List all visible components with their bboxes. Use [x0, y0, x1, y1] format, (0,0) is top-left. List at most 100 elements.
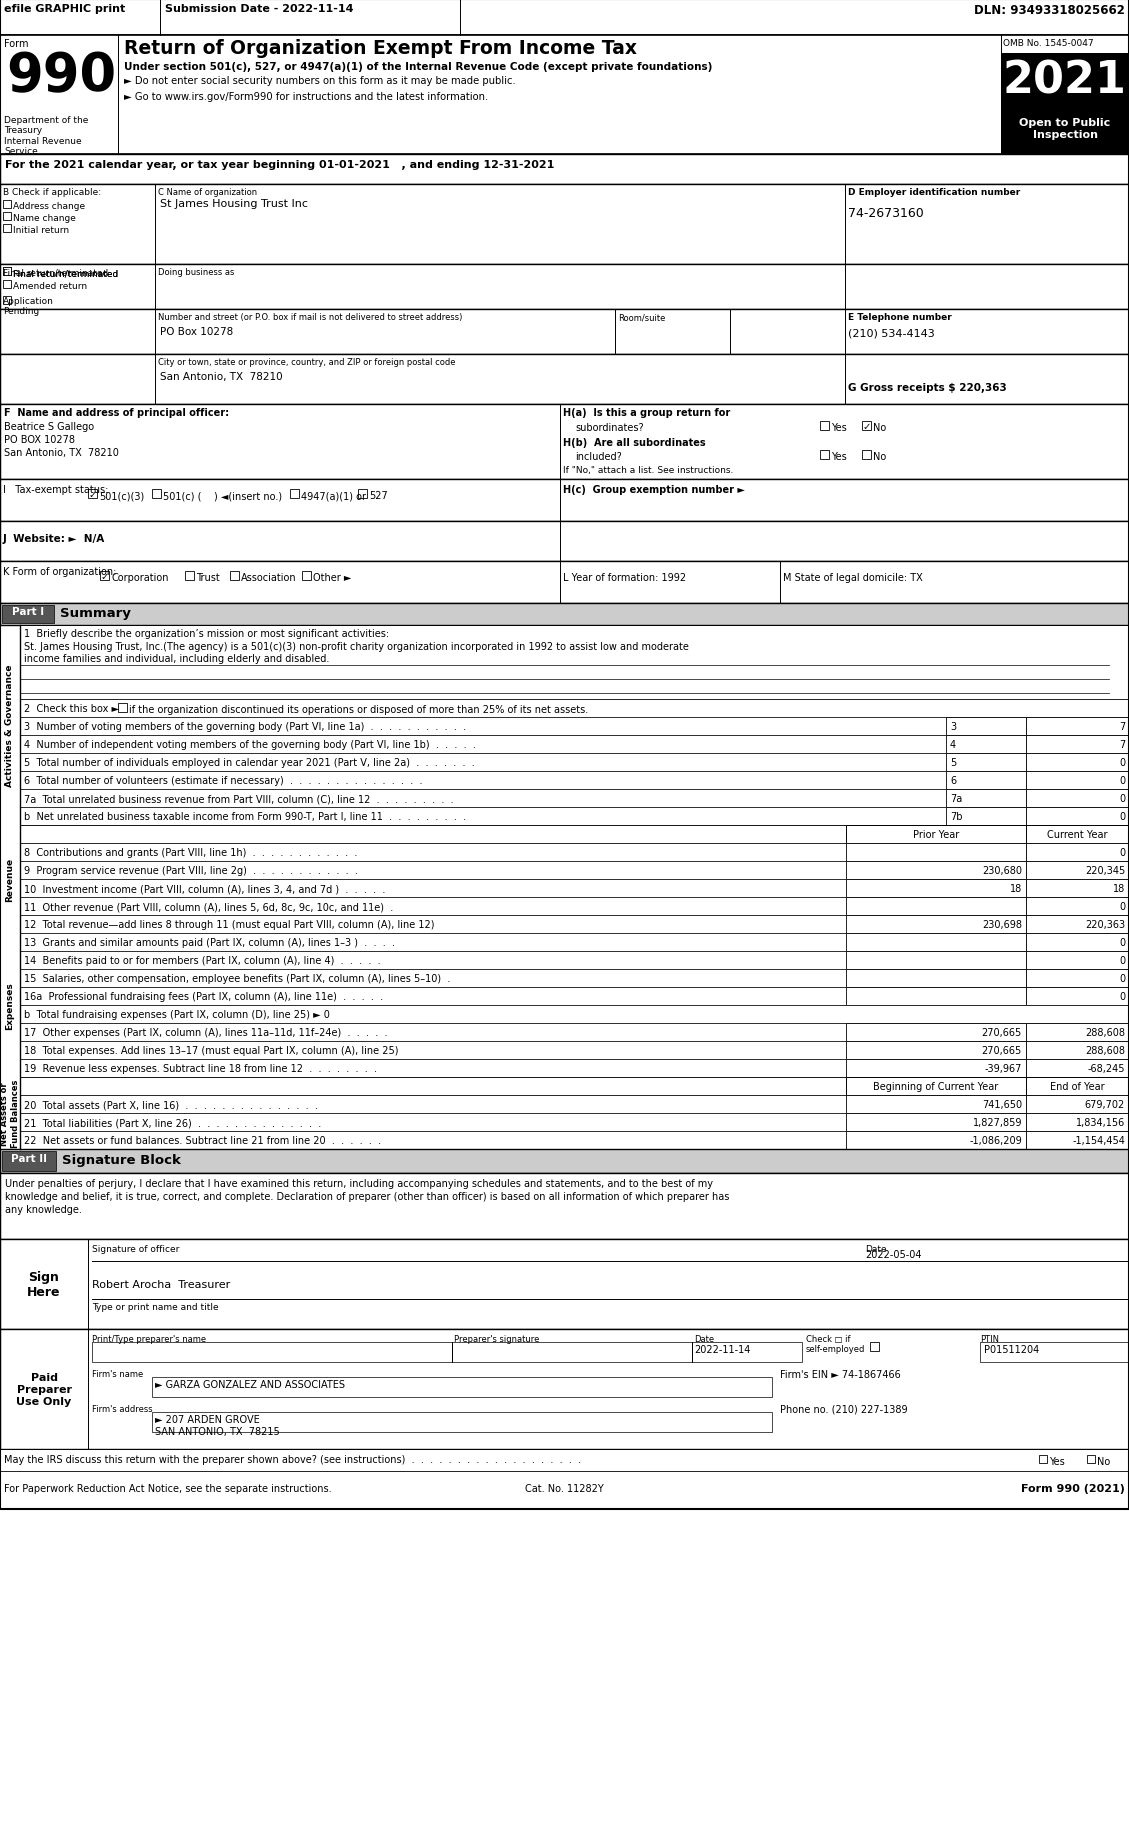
Text: Type or print name and title: Type or print name and title: [91, 1303, 219, 1312]
Text: Firm's EIN ► 74-1867466: Firm's EIN ► 74-1867466: [780, 1369, 901, 1380]
Bar: [820, 450, 829, 459]
Bar: [863, 421, 870, 430]
Text: DLN: 93493318025662: DLN: 93493318025662: [974, 4, 1124, 16]
Text: No: No: [873, 423, 886, 432]
Bar: [846, 970, 1026, 988]
Bar: [0, 37, 1129, 156]
Text: Activities & Governance: Activities & Governance: [6, 664, 15, 787]
Text: 741,650: 741,650: [982, 1100, 1022, 1109]
Text: 0: 0: [1119, 776, 1124, 785]
Text: Sign
Here: Sign Here: [27, 1270, 61, 1297]
Bar: [1026, 1113, 1129, 1131]
Text: May the IRS discuss this return with the preparer shown above? (see instructions: May the IRS discuss this return with the…: [5, 1455, 581, 1464]
Text: Final return/terminated: Final return/terminated: [14, 269, 119, 278]
Text: 5  Total number of individuals employed in calendar year 2021 (Part V, line 2a) : 5 Total number of individuals employed i…: [24, 758, 475, 767]
Bar: [846, 825, 1026, 844]
Text: H(c)  Group exemption number ►: H(c) Group exemption number ►: [563, 485, 745, 494]
Bar: [3, 212, 11, 221]
Bar: [946, 789, 1026, 807]
Bar: [20, 1060, 1129, 1078]
Text: 220,363: 220,363: [1085, 919, 1124, 930]
Text: 18: 18: [1009, 884, 1022, 893]
Text: 1,827,859: 1,827,859: [972, 1118, 1022, 1127]
Text: Date: Date: [865, 1244, 886, 1254]
Text: -68,245: -68,245: [1087, 1063, 1124, 1074]
Bar: [846, 933, 1026, 952]
Text: 7b: 7b: [949, 811, 963, 822]
Text: 0: 0: [1119, 811, 1124, 822]
Bar: [20, 952, 1129, 970]
Bar: [1026, 1041, 1129, 1060]
Text: L Year of formation: 1992: L Year of formation: 1992: [563, 573, 686, 582]
Bar: [20, 915, 1129, 933]
Text: 8  Contributions and grants (Part VIII, line 1h)  .  .  .  .  .  .  .  .  .  .  : 8 Contributions and grants (Part VIII, l…: [24, 847, 358, 858]
Bar: [1026, 789, 1129, 807]
Text: Form: Form: [5, 38, 28, 49]
Bar: [820, 421, 829, 430]
Text: Corporation: Corporation: [111, 573, 168, 582]
Text: 0: 0: [1119, 794, 1124, 803]
Text: 0: 0: [1119, 758, 1124, 767]
Text: Form 990 (2021): Form 990 (2021): [1021, 1482, 1124, 1493]
Bar: [230, 571, 239, 580]
Text: Initial return: Initial return: [14, 225, 69, 234]
Text: Prior Year: Prior Year: [913, 829, 960, 840]
Text: included?: included?: [575, 452, 622, 461]
Bar: [846, 862, 1026, 880]
Text: -1,086,209: -1,086,209: [970, 1135, 1022, 1146]
Text: 7: 7: [1119, 721, 1124, 732]
Bar: [20, 699, 1129, 717]
Text: For Paperwork Reduction Act Notice, see the separate instructions.: For Paperwork Reduction Act Notice, see …: [5, 1482, 332, 1493]
Bar: [946, 807, 1026, 825]
Bar: [846, 1060, 1026, 1078]
Text: F  Name and address of principal officer:: F Name and address of principal officer:: [5, 408, 229, 417]
Text: Check □ if
self-employed: Check □ if self-employed: [806, 1334, 865, 1354]
Text: 11  Other revenue (Part VIII, column (A), lines 5, 6d, 8c, 9c, 10c, and 11e)  .: 11 Other revenue (Part VIII, column (A),…: [24, 902, 393, 911]
Bar: [119, 703, 126, 712]
Text: if the organization discontinued its operations or disposed of more than 25% of : if the organization discontinued its ope…: [129, 705, 588, 714]
Bar: [1026, 915, 1129, 933]
Text: Paid
Preparer
Use Only: Paid Preparer Use Only: [17, 1372, 71, 1405]
Bar: [20, 1041, 1129, 1060]
Text: Part II: Part II: [11, 1153, 47, 1164]
Text: Under section 501(c), 527, or 4947(a)(1) of the Internal Revenue Code (except pr: Under section 501(c), 527, or 4947(a)(1)…: [124, 62, 712, 71]
Text: G Gross receipts $ 220,363: G Gross receipts $ 220,363: [848, 382, 1007, 393]
Bar: [20, 736, 1129, 754]
Bar: [946, 717, 1026, 736]
Bar: [846, 915, 1026, 933]
Text: Department of the
Treasury
Internal Revenue
Service: Department of the Treasury Internal Reve…: [5, 115, 88, 156]
Text: 4  Number of independent voting members of the governing body (Part VI, line 1b): 4 Number of independent voting members o…: [24, 739, 476, 750]
Text: Beginning of Current Year: Beginning of Current Year: [874, 1082, 999, 1091]
Bar: [1026, 736, 1129, 754]
Text: Print/Type preparer's name: Print/Type preparer's name: [91, 1334, 207, 1343]
Bar: [3, 225, 11, 232]
Bar: [1026, 970, 1129, 988]
Bar: [1026, 772, 1129, 789]
Text: -1,154,454: -1,154,454: [1073, 1135, 1124, 1146]
Text: 527: 527: [369, 490, 387, 501]
Bar: [1026, 1060, 1129, 1078]
Text: B Check if applicable:: B Check if applicable:: [3, 188, 102, 198]
Bar: [1026, 862, 1129, 880]
Bar: [0, 1449, 1129, 1471]
Text: OMB No. 1545-0047: OMB No. 1545-0047: [1003, 38, 1094, 48]
Bar: [846, 844, 1026, 862]
Text: 0: 0: [1119, 974, 1124, 983]
Bar: [100, 571, 110, 580]
Bar: [846, 988, 1026, 1005]
Bar: [946, 754, 1026, 772]
Text: City or town, state or province, country, and ZIP or foreign postal code: City or town, state or province, country…: [158, 359, 455, 366]
Text: 18: 18: [1113, 884, 1124, 893]
Bar: [0, 156, 1129, 185]
Text: Net Assets or
Fund Balances: Net Assets or Fund Balances: [0, 1080, 19, 1147]
Bar: [1026, 844, 1129, 862]
Text: M State of legal domicile: TX: M State of legal domicile: TX: [784, 573, 922, 582]
Bar: [846, 1023, 1026, 1041]
Bar: [1026, 754, 1129, 772]
Text: Association: Association: [240, 573, 297, 582]
Bar: [0, 479, 1129, 522]
Text: (210) 534-4143: (210) 534-4143: [848, 328, 935, 339]
Bar: [2, 1151, 56, 1171]
Bar: [846, 952, 1026, 970]
Text: b  Net unrelated business taxable income from Form 990-T, Part I, line 11  .  . : b Net unrelated business taxable income …: [24, 811, 466, 822]
